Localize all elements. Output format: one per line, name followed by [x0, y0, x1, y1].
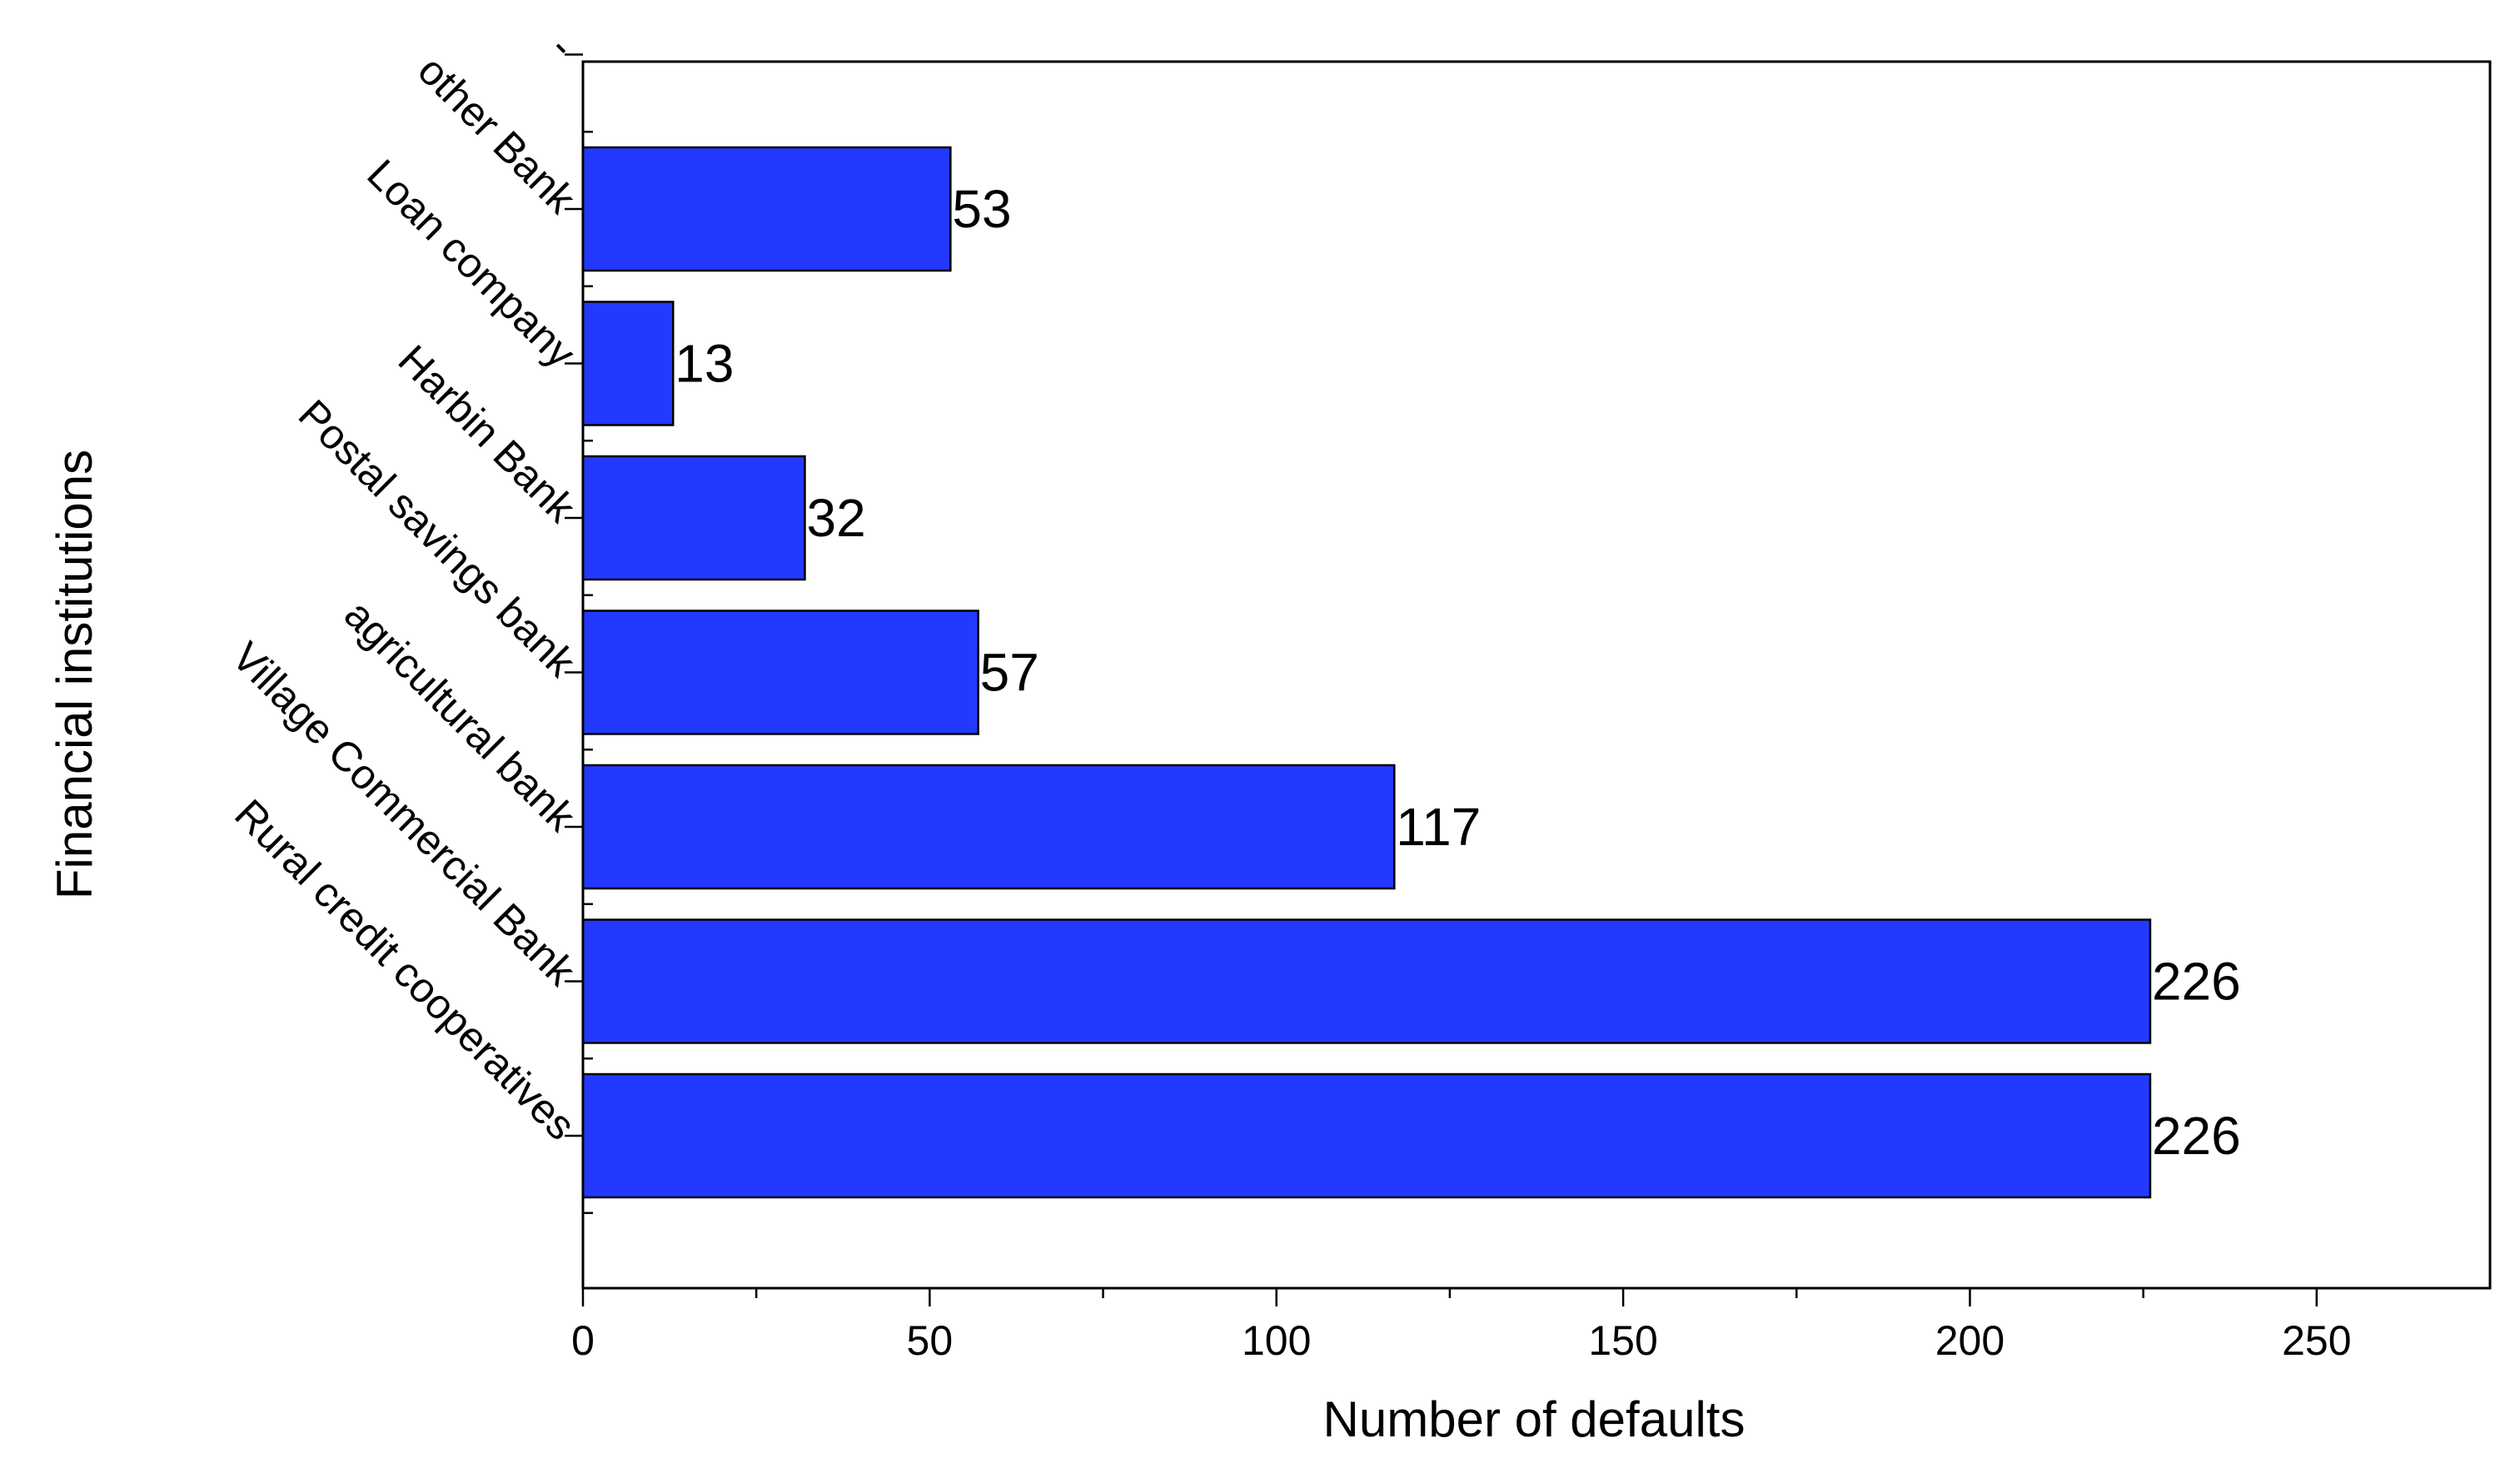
x-tick-label-0: 0 — [571, 1317, 595, 1364]
bars-group — [581, 146, 2152, 1199]
bar-3 — [581, 610, 979, 735]
value-label-0: 226 — [2152, 1106, 2241, 1166]
x-tick-label-2: 100 — [1242, 1317, 1311, 1364]
category-label-7: - — [541, 25, 584, 67]
bar-6 — [581, 146, 952, 272]
value-label-3: 57 — [980, 643, 1039, 703]
value-label-1: 226 — [2152, 952, 2241, 1012]
bar-4 — [581, 455, 806, 581]
category-label-3: Postal savings bank — [290, 391, 585, 686]
x-tick-label-5: 250 — [2282, 1317, 2351, 1364]
x-tick-label-3: 150 — [1588, 1317, 1657, 1364]
x-axis-title: Number of defaults — [1323, 1391, 1746, 1447]
value-labels-group: 226 226 117 57 32 13 53 — [675, 179, 2240, 1166]
bar-1 — [581, 918, 2152, 1044]
x-tick-label-1: 50 — [907, 1317, 954, 1364]
ticks-group: 0 50 100 150 200 250 — [565, 53, 2352, 1364]
value-label-2: 117 — [1396, 797, 1481, 857]
bar-2 — [581, 764, 1396, 890]
bar-0 — [581, 1072, 2152, 1199]
value-label-5: 13 — [675, 334, 734, 394]
value-label-6: 53 — [952, 179, 1011, 239]
x-tick-label-4: 200 — [1935, 1317, 2005, 1364]
y-axis-title: Financial institutions — [47, 450, 102, 899]
value-label-4: 32 — [806, 488, 865, 548]
plot-area-frame — [581, 60, 2492, 1290]
bar-5 — [581, 301, 675, 426]
